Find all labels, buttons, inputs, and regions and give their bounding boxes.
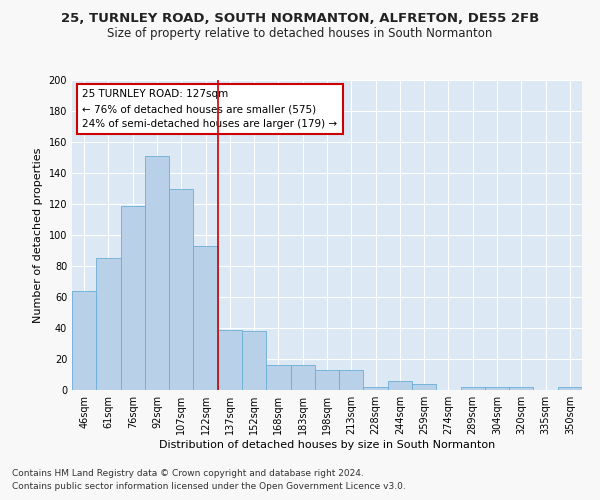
Text: Size of property relative to detached houses in South Normanton: Size of property relative to detached ho…: [107, 28, 493, 40]
Bar: [121, 206, 145, 390]
Bar: [558, 387, 582, 390]
Text: 25 TURNLEY ROAD: 127sqm
← 76% of detached houses are smaller (575)
24% of semi-d: 25 TURNLEY ROAD: 127sqm ← 76% of detache…: [82, 90, 337, 129]
Bar: [145, 156, 169, 390]
Text: Contains HM Land Registry data © Crown copyright and database right 2024.: Contains HM Land Registry data © Crown c…: [12, 468, 364, 477]
Bar: [242, 331, 266, 390]
Y-axis label: Number of detached properties: Number of detached properties: [33, 148, 43, 322]
Bar: [461, 387, 485, 390]
Text: Contains public sector information licensed under the Open Government Licence v3: Contains public sector information licen…: [12, 482, 406, 491]
Bar: [72, 291, 96, 390]
Bar: [266, 365, 290, 390]
Bar: [96, 258, 121, 390]
Bar: [315, 370, 339, 390]
Bar: [339, 370, 364, 390]
Bar: [169, 188, 193, 390]
X-axis label: Distribution of detached houses by size in South Normanton: Distribution of detached houses by size …: [159, 440, 495, 450]
Bar: [364, 387, 388, 390]
Text: 25, TURNLEY ROAD, SOUTH NORMANTON, ALFRETON, DE55 2FB: 25, TURNLEY ROAD, SOUTH NORMANTON, ALFRE…: [61, 12, 539, 26]
Bar: [485, 387, 509, 390]
Bar: [509, 387, 533, 390]
Bar: [193, 246, 218, 390]
Bar: [388, 380, 412, 390]
Bar: [290, 365, 315, 390]
Bar: [218, 330, 242, 390]
Bar: [412, 384, 436, 390]
